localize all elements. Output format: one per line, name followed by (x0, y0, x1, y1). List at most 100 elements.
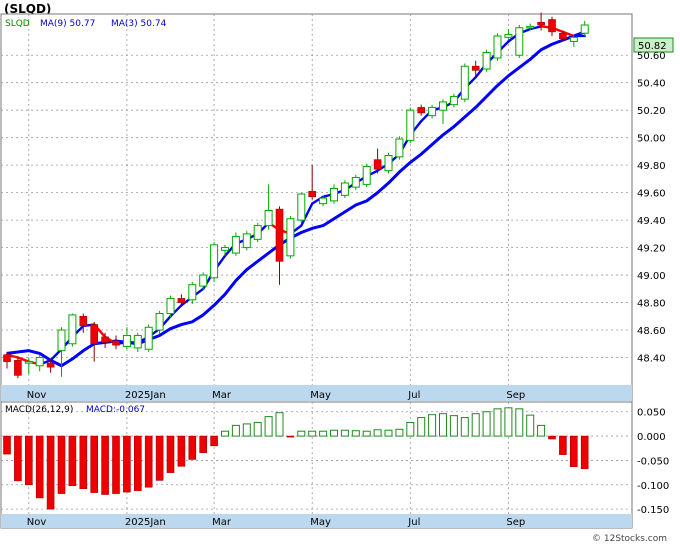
legend-ma3: MA(3) 50.74 (111, 19, 167, 29)
candle (384, 152, 393, 174)
candle-body (166, 297, 175, 315)
candle (221, 244, 229, 256)
x-axis-label: 2025Jan (125, 390, 166, 401)
candle (253, 222, 262, 243)
macd-x-axis-label: May (310, 517, 331, 528)
candle-body (210, 244, 219, 279)
macd-bar (406, 421, 415, 437)
candle (340, 180, 349, 199)
macd-bar (24, 435, 33, 486)
macd-tick-label: -0.050 (637, 456, 669, 467)
macd-x-axis-label: 2025Jan (125, 517, 166, 528)
macd-bar (68, 435, 77, 487)
candle (417, 104, 426, 116)
price-tick-label: 49.40 (637, 216, 666, 227)
macd-bar (395, 428, 404, 437)
chart-title: (SLQD) (4, 2, 51, 16)
candle-body (537, 21, 545, 26)
candle-body (493, 35, 502, 59)
candle (449, 93, 458, 108)
price-tick-label: 48.80 (637, 299, 666, 310)
candle-body (460, 65, 469, 100)
date-band-bottom (1, 514, 632, 528)
ma3-segment (561, 30, 575, 38)
macd-bar (384, 429, 393, 437)
candle (231, 232, 240, 256)
candle (46, 358, 55, 373)
candle-body (428, 106, 437, 117)
x-axis-label: Sep (506, 390, 525, 401)
macd-bar (134, 435, 142, 491)
candle (537, 12, 545, 31)
candle-body (221, 247, 229, 251)
candle-body (515, 27, 524, 56)
macd-tick-label: 0.050 (637, 408, 666, 419)
candle-body (188, 284, 197, 301)
candle (471, 60, 480, 78)
candle-body (253, 225, 262, 240)
candle (439, 99, 447, 124)
macd-bar (351, 430, 360, 437)
candle (493, 33, 502, 61)
candle-body (101, 336, 109, 343)
x-axis-label: Nov (27, 390, 47, 401)
candle (14, 357, 22, 379)
macd-bar (559, 435, 567, 455)
candle (3, 352, 11, 369)
candle-body (569, 36, 578, 42)
candle (199, 272, 208, 291)
macd-bar (460, 417, 469, 437)
last-price-label: 50.82 (638, 41, 667, 52)
candle (242, 231, 251, 251)
macd-x-axis-label: Sep (506, 517, 525, 528)
candle-body (330, 188, 338, 202)
macd-bar (177, 435, 186, 467)
candle (144, 324, 153, 353)
price-tick-label: 50.00 (637, 134, 666, 145)
candle (559, 30, 567, 42)
ma3-segment (169, 304, 183, 318)
macd-bar (101, 435, 109, 495)
macd-bar (330, 429, 338, 437)
candle (210, 242, 219, 282)
macd-bar (46, 435, 55, 510)
candle (24, 357, 33, 375)
macd-bar (210, 435, 218, 447)
candle-body (559, 32, 567, 40)
macd-bar (123, 435, 131, 493)
macd-bar (504, 407, 513, 437)
candle-body (57, 329, 66, 352)
macd-bar (449, 415, 458, 437)
macd-legend-label: MACD(26,12,9) (5, 405, 73, 415)
candle-body (90, 324, 98, 345)
macd-bar (417, 417, 426, 437)
macd-bar (340, 429, 349, 437)
candle (286, 215, 295, 259)
macd-bar (221, 430, 229, 437)
candle-body (286, 218, 295, 257)
ma3-segment (529, 25, 543, 31)
price-tick-label: 49.20 (637, 244, 666, 255)
macd-bar (537, 424, 546, 437)
macd-tick-label: 0.000 (637, 432, 666, 443)
candle-body (417, 107, 426, 114)
candle-body (14, 359, 22, 376)
macd-bar (373, 429, 382, 437)
candle-body (362, 166, 371, 185)
macd-bar (35, 435, 44, 499)
macd-bar (362, 430, 371, 437)
macd-bar (548, 435, 556, 440)
candle-body (46, 362, 55, 368)
ma3-segment (16, 356, 30, 363)
candle (308, 165, 317, 200)
macd-bar (526, 414, 535, 437)
candle (275, 206, 284, 285)
candle (515, 24, 524, 58)
candle-body (319, 197, 328, 205)
candle (133, 332, 142, 353)
macd-bar (14, 435, 22, 482)
x-axis-label: Jul (407, 390, 420, 401)
candle (373, 148, 382, 174)
candle-body (35, 357, 44, 367)
x-axis-label: Mar (212, 390, 232, 401)
